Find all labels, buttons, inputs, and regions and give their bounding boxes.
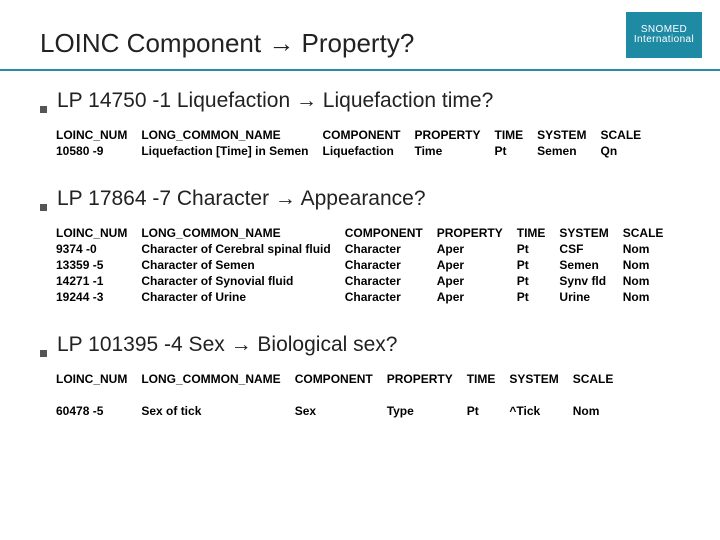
logo-line2: International — [634, 34, 694, 45]
bullet-icon — [40, 204, 47, 211]
table-header-cell: TIME — [495, 127, 538, 143]
bullet-icon — [40, 350, 47, 357]
table-cell: Pt — [517, 257, 560, 273]
table-cell: Pt — [517, 241, 560, 257]
table-cell: Pt — [517, 273, 560, 289]
table-header-cell: LONG_COMMON_NAME — [141, 127, 322, 143]
table-header-row: LOINC_NUMLONG_COMMON_NAMECOMPONENTPROPER… — [56, 127, 655, 143]
table-cell: Nom — [623, 289, 678, 305]
snomed-logo: SNOMED International — [626, 12, 702, 58]
logo-line1: SNOMED — [641, 24, 687, 35]
table-cell: 19244 -3 — [56, 289, 141, 305]
table-header-cell: PROPERTY — [437, 225, 517, 241]
title-a: LOINC Component — [40, 28, 268, 58]
table-cell: Sex — [295, 403, 387, 419]
section: LP 17864 -7 Character → Appearance? LOINC… — [40, 187, 680, 305]
table-header-cell: SCALE — [573, 371, 628, 387]
section-heading-row: LP 17864 -7 Character → Appearance? — [40, 187, 680, 211]
table-cell: 10580 -9 — [56, 143, 141, 159]
table-header-cell: LOINC_NUM — [56, 371, 141, 387]
table-cell: Liquefaction [Time] in Semen — [141, 143, 322, 159]
table-cell: Aper — [437, 273, 517, 289]
table-row: 60478 -5Sex of tickSexTypePt^TickNom — [56, 403, 627, 419]
table-cell: Semen — [559, 257, 622, 273]
table-row: 9374 -0Character of Cerebral spinal flui… — [56, 241, 677, 257]
table-header-cell: LOINC_NUM — [56, 127, 141, 143]
table-header-cell: LONG_COMMON_NAME — [141, 225, 344, 241]
table-cell: Aper — [437, 257, 517, 273]
content: LP 14750 -1 Liquefaction → Liquefaction … — [0, 71, 720, 419]
section-heading: LP 14750 -1 Liquefaction → Liquefaction … — [57, 89, 493, 113]
table-cell: Type — [387, 403, 467, 419]
table-header-cell: LONG_COMMON_NAME — [141, 371, 294, 387]
section: LP 14750 -1 Liquefaction → Liquefaction … — [40, 89, 680, 159]
table-cell: Semen — [537, 143, 600, 159]
table-cell: Time — [414, 143, 494, 159]
data-table: LOINC_NUMLONG_COMMON_NAMECOMPONENTPROPER… — [56, 225, 677, 305]
table-cell: ^Tick — [509, 403, 572, 419]
table-header-cell: PROPERTY — [414, 127, 494, 143]
title-arrow: → — [268, 28, 294, 58]
table-cell: Pt — [517, 289, 560, 305]
data-table: LOINC_NUMLONG_COMMON_NAMECOMPONENTPROPER… — [56, 127, 655, 159]
table-header-cell: COMPONENT — [322, 127, 414, 143]
table-cell: Urine — [559, 289, 622, 305]
page-title: LOINC Component → Property? — [40, 28, 680, 59]
section: LP 101395 -4 Sex → Biological sex? LOINC_… — [40, 333, 680, 419]
table-header-cell: TIME — [517, 225, 560, 241]
table-cell: 13359 -5 — [56, 257, 141, 273]
bullet-icon — [40, 106, 47, 113]
table-cell: 9374 -0 — [56, 241, 141, 257]
table-row: 10580 -9Liquefaction [Time] in SemenLiqu… — [56, 143, 655, 159]
table-row: 14271 -1Character of Synovial fluidChara… — [56, 273, 677, 289]
table-row: 19244 -3Character of UrineCharacterAperP… — [56, 289, 677, 305]
table-cell: Character — [345, 273, 437, 289]
table-cell: 14271 -1 — [56, 273, 141, 289]
table-cell: Nom — [573, 403, 628, 419]
table-cell: CSF — [559, 241, 622, 257]
table-cell: Character — [345, 289, 437, 305]
table-row: 13359 -5Character of SemenCharacterAperP… — [56, 257, 677, 273]
table-cell: Pt — [467, 403, 510, 419]
table-header-row: LOINC_NUMLONG_COMMON_NAMECOMPONENTPROPER… — [56, 225, 677, 241]
table-cell: Aper — [437, 289, 517, 305]
table-header-cell: COMPONENT — [295, 371, 387, 387]
table-header-cell: SYSTEM — [537, 127, 600, 143]
table-header-cell: LOINC_NUM — [56, 225, 141, 241]
table-cell: Sex of tick — [141, 403, 294, 419]
table-header-cell: SYSTEM — [559, 225, 622, 241]
table-gap-row — [56, 387, 627, 403]
table-cell: Character of Urine — [141, 289, 344, 305]
table-cell: Character of Cerebral spinal fluid — [141, 241, 344, 257]
table-cell: Character of Synovial fluid — [141, 273, 344, 289]
section-heading: LP 17864 -7 Character → Appearance? — [57, 187, 426, 211]
data-table: LOINC_NUMLONG_COMMON_NAMECOMPONENTPROPER… — [56, 371, 627, 419]
logo-text: SNOMED International — [634, 25, 694, 46]
table-cell: Qn — [601, 143, 656, 159]
table-header-cell: COMPONENT — [345, 225, 437, 241]
table-cell: Character — [345, 241, 437, 257]
header: SNOMED International LOINC Component → P… — [0, 0, 720, 71]
table-gap-cell — [56, 387, 627, 403]
table-cell: Pt — [495, 143, 538, 159]
title-b: Property? — [294, 28, 414, 58]
table-header-cell: PROPERTY — [387, 371, 467, 387]
table-cell: Nom — [623, 273, 678, 289]
table-cell: Synv fld — [559, 273, 622, 289]
table-cell: Nom — [623, 257, 678, 273]
table-header-cell: TIME — [467, 371, 510, 387]
table-header-cell: SCALE — [601, 127, 656, 143]
table-cell: Character — [345, 257, 437, 273]
table-header-cell: SYSTEM — [509, 371, 572, 387]
table-cell: Aper — [437, 241, 517, 257]
table-header-row: LOINC_NUMLONG_COMMON_NAMECOMPONENTPROPER… — [56, 371, 627, 387]
section-heading-row: LP 14750 -1 Liquefaction → Liquefaction … — [40, 89, 680, 113]
table-header-cell: SCALE — [623, 225, 678, 241]
table-cell: Liquefaction — [322, 143, 414, 159]
table-cell: Character of Semen — [141, 257, 344, 273]
table-cell: 60478 -5 — [56, 403, 141, 419]
section-heading: LP 101395 -4 Sex → Biological sex? — [57, 333, 398, 357]
section-heading-row: LP 101395 -4 Sex → Biological sex? — [40, 333, 680, 357]
table-cell: Nom — [623, 241, 678, 257]
